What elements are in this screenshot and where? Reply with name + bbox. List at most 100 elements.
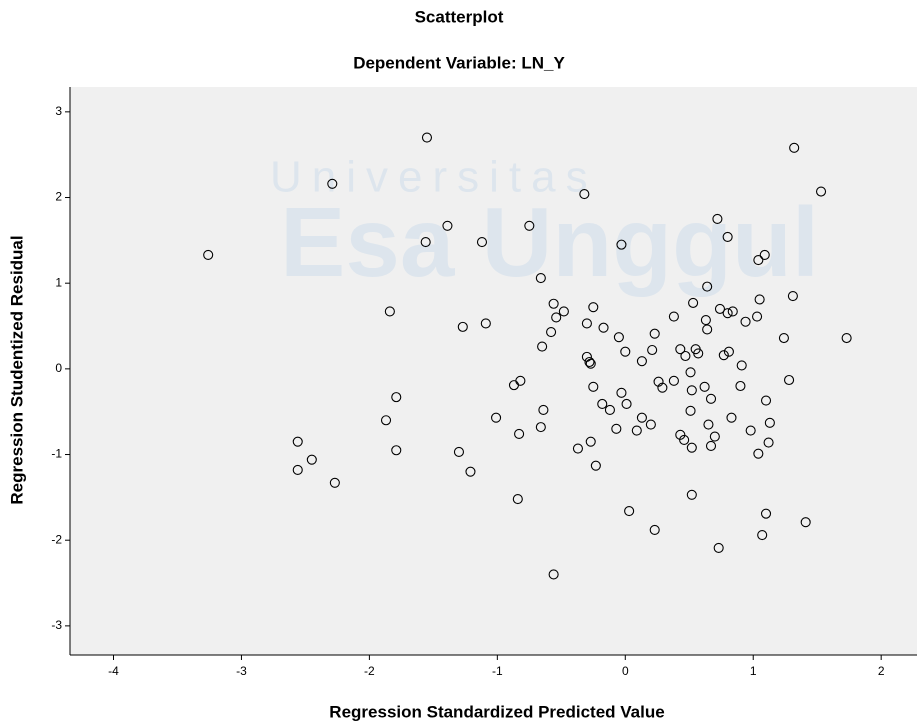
plot-area [70, 87, 917, 655]
point [546, 326, 557, 338]
watermark-line: Universitas [270, 153, 598, 202]
watermark-line: Esa Unggul [280, 187, 819, 297]
point [686, 385, 697, 396]
y-tick-label: 0 [55, 361, 62, 375]
point [621, 398, 632, 410]
point [712, 213, 723, 224]
point [465, 466, 476, 477]
point [558, 306, 569, 317]
point [760, 508, 772, 519]
point [713, 542, 724, 553]
point [668, 311, 679, 322]
point [753, 255, 764, 266]
point [548, 298, 559, 309]
point [675, 344, 686, 355]
point [514, 428, 525, 440]
point [588, 381, 599, 392]
y-tick-label: 3 [55, 104, 62, 118]
point [391, 445, 402, 456]
point [702, 281, 713, 292]
point [391, 392, 402, 403]
chart-title: Scatterplot [415, 7, 504, 26]
y-tick-label: 2 [55, 190, 62, 204]
point [292, 436, 303, 447]
point [722, 231, 733, 242]
watermark: Universitas Esa Unggul [270, 153, 819, 297]
point [726, 412, 737, 423]
point [722, 308, 733, 319]
y-tick-label: 1 [55, 275, 62, 289]
point [453, 446, 465, 458]
point [763, 437, 774, 448]
point [421, 132, 433, 143]
point [598, 322, 609, 333]
x-tick-label: 1 [750, 664, 757, 678]
point [787, 290, 798, 302]
chart-subtitle: Dependent Variable: LN_Y [353, 53, 565, 72]
point [699, 381, 710, 392]
point [480, 318, 491, 329]
point [588, 302, 599, 313]
point [657, 382, 668, 393]
point [590, 460, 601, 471]
point [784, 374, 795, 386]
point [686, 442, 697, 453]
x-tick-label: -2 [364, 664, 375, 678]
point [616, 387, 627, 398]
point [759, 249, 770, 260]
y-axis-label: Regression Studentized Residual [7, 235, 26, 504]
point [815, 186, 827, 197]
x-tick-label: 0 [622, 664, 629, 678]
point [491, 412, 502, 423]
point [537, 341, 548, 352]
point [745, 425, 756, 436]
point [329, 477, 340, 488]
point [705, 440, 717, 452]
x-tick-label: 2 [878, 664, 885, 678]
point [700, 314, 711, 326]
y-tick-label: -1 [51, 447, 62, 461]
y-tick-label: -2 [51, 532, 62, 546]
point [457, 321, 468, 332]
point [688, 297, 699, 308]
point [380, 415, 392, 426]
point [585, 358, 596, 369]
point [693, 348, 704, 359]
y-tick-label: -3 [51, 618, 62, 632]
point [718, 350, 729, 361]
point [548, 569, 559, 580]
point [508, 380, 520, 391]
point [647, 344, 658, 356]
point [735, 380, 746, 392]
point [702, 324, 713, 335]
point [636, 356, 647, 367]
point [679, 434, 690, 446]
point [581, 318, 592, 329]
point [636, 412, 647, 423]
point [327, 178, 338, 189]
point [524, 220, 535, 231]
point [778, 332, 789, 344]
point [579, 189, 590, 200]
point [649, 524, 660, 535]
point [757, 530, 768, 541]
point [572, 443, 583, 454]
point [613, 332, 624, 343]
point [841, 332, 852, 344]
point [604, 404, 615, 416]
point [740, 316, 751, 327]
point [306, 454, 317, 465]
point [685, 367, 696, 378]
point [420, 237, 431, 248]
point [597, 398, 608, 410]
point [538, 404, 549, 416]
point [649, 328, 660, 339]
point [686, 489, 697, 500]
point [620, 346, 631, 357]
point [476, 237, 488, 248]
point [535, 422, 546, 433]
point [752, 311, 763, 322]
point [789, 142, 800, 153]
point [624, 506, 635, 517]
